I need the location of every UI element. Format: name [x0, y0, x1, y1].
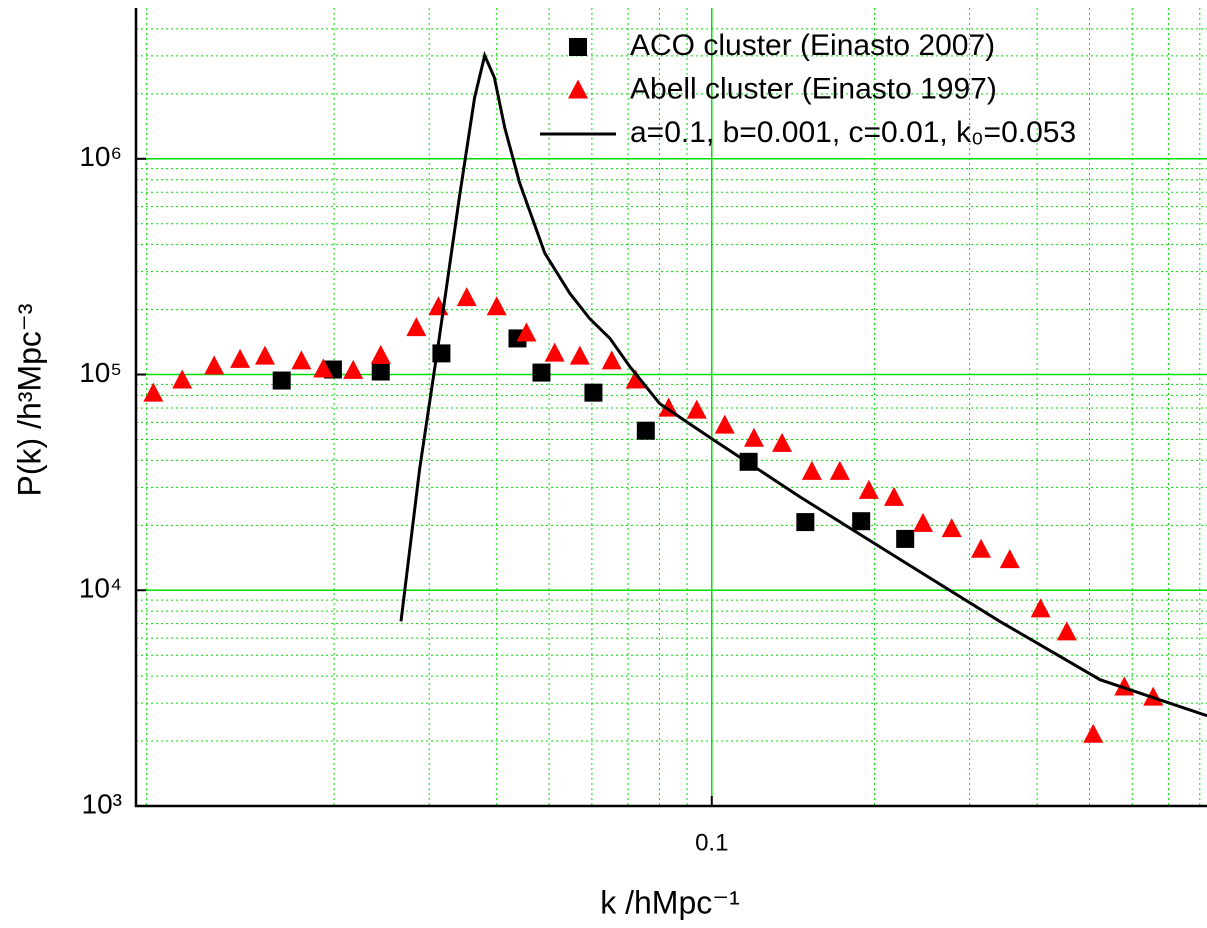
triangle-marker	[569, 345, 590, 365]
y-axis-title: P(k) /h³Mpc⁻³	[11, 303, 47, 496]
triangle-marker	[204, 355, 225, 375]
series-1	[143, 287, 1164, 743]
triangle-marker	[714, 414, 735, 434]
legend: ACO cluster (Einasto 2007) Abell cluster …	[540, 29, 1076, 149]
square-marker	[532, 363, 551, 382]
triangle-marker	[1056, 621, 1077, 641]
triangle-marker	[772, 432, 793, 452]
triangle-marker	[568, 79, 588, 99]
triangle-marker	[999, 549, 1020, 569]
triangle-marker	[291, 350, 312, 370]
legend-label: a=0.1, b=0.001, c=0.01, k₀=0.053	[630, 116, 1076, 149]
triangle-marker	[625, 369, 646, 389]
triangle-marker	[406, 317, 427, 337]
triangle-marker	[801, 460, 822, 480]
triangle-marker	[829, 460, 850, 480]
triangle-marker	[254, 345, 275, 365]
triangle-marker	[858, 479, 879, 499]
legend-label: ACO cluster (Einasto 2007)	[630, 29, 995, 62]
square-marker	[569, 38, 587, 56]
legend-label: Abell cluster (Einasto 1997)	[630, 72, 997, 105]
square-marker	[272, 371, 291, 390]
triangle-marker	[913, 512, 934, 532]
triangle-marker	[971, 538, 992, 558]
triangle-marker	[230, 348, 251, 368]
triangle-marker	[1083, 723, 1104, 743]
triangle-marker	[172, 369, 193, 389]
square-marker	[636, 421, 655, 440]
triangle-marker	[601, 350, 622, 370]
triangle-marker	[941, 518, 962, 538]
square-marker	[852, 512, 871, 531]
triangle-marker	[370, 344, 391, 364]
y-tick-label: 10⁵	[79, 357, 122, 388]
x-tick-label: 0.1	[695, 829, 728, 856]
series-0	[272, 329, 915, 548]
square-marker	[896, 529, 915, 548]
triangle-marker	[143, 382, 164, 402]
y-tick-label: 10⁴	[79, 573, 122, 604]
x-axis-title: k /hMpc⁻¹	[600, 884, 740, 920]
triangle-marker	[516, 322, 537, 342]
triangle-marker	[884, 486, 905, 506]
square-marker	[796, 513, 815, 532]
triangle-marker	[1030, 598, 1051, 618]
triangle-marker	[343, 359, 364, 379]
y-tick-label: 10⁶	[79, 141, 122, 172]
triangle-marker	[456, 287, 477, 307]
triangle-marker	[743, 427, 764, 447]
triangle-marker	[686, 399, 707, 419]
y-tick-label: 10³	[82, 788, 122, 819]
model-line	[399, 50, 1207, 718]
triangle-marker	[486, 296, 507, 316]
square-marker	[584, 383, 603, 402]
square-marker	[371, 362, 390, 381]
triangle-marker	[544, 342, 565, 362]
triangle-marker	[313, 358, 334, 378]
